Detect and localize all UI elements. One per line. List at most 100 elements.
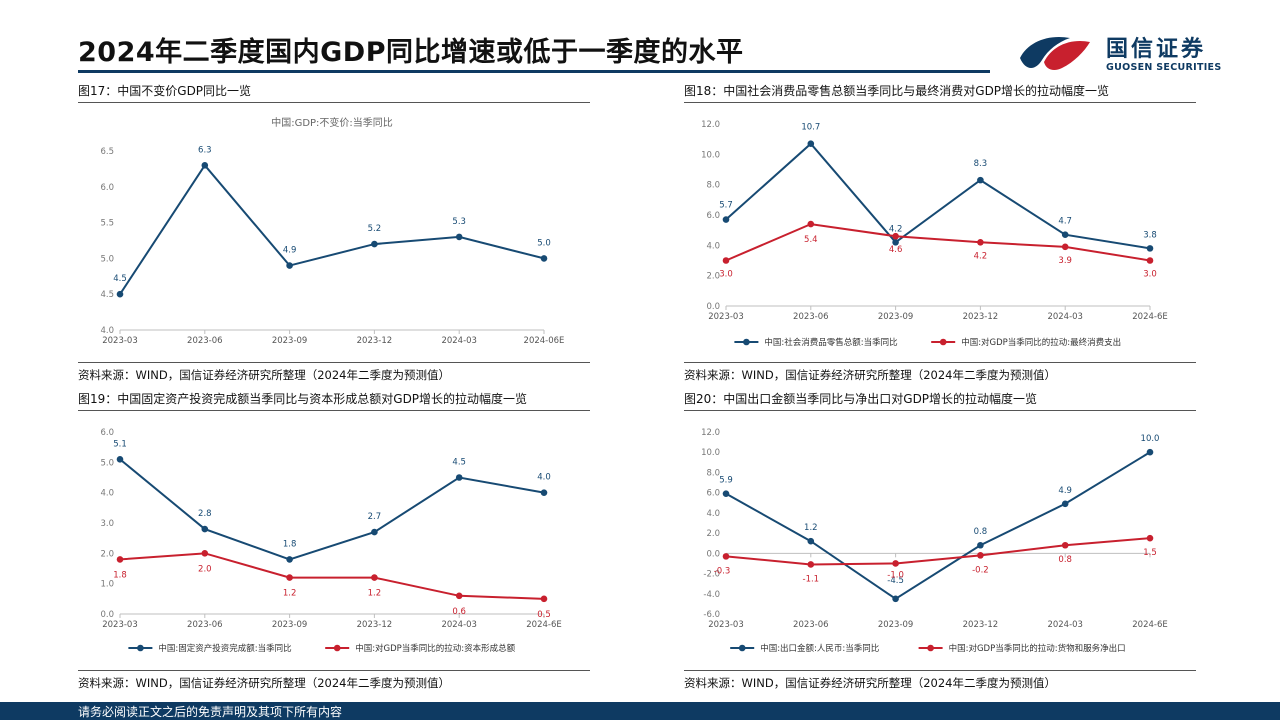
figure-18-panel: 图18：中国社会消费品零售总额当季同比与最终消费对GDP增长的拉动幅度一览 0.… (684, 82, 1196, 382)
data-label: 4.2 (974, 251, 988, 261)
data-label: 4.9 (283, 246, 297, 256)
consumption-line-chart: 0.0 2.0 4.0 6.0 8.0 10.0 12.0 2023-03 2023-06 202… (701, 120, 1168, 348)
data-point (977, 176, 984, 184)
data-point (892, 595, 899, 603)
data-label: 1.8 (283, 539, 297, 549)
data-point (455, 233, 463, 241)
series-line-2 (725, 537, 1151, 566)
legend-label: 中国:对GDP当季同比的拉动:最终消费支出 (961, 337, 1121, 348)
data-label: 0.6 (452, 607, 466, 617)
y-tick-label: 6.0 (100, 428, 114, 438)
x-tick-label: 2023-03 (102, 336, 138, 346)
data-label: 4.2 (889, 224, 903, 234)
data-label: 1.2 (804, 523, 818, 533)
data-label: -0.3 (714, 566, 731, 576)
figure-source: 资料来源：WIND，国信证券经济研究所整理（2024年二季度为预测值） (78, 368, 450, 382)
x-tick-label: 2024-6E (1132, 620, 1167, 630)
figure-title: 图17：中国不变价GDP同比一览 (78, 84, 252, 98)
y-tick-label: 0.0 (706, 302, 720, 312)
x-tick-label: 2023-06 (793, 312, 829, 322)
figure-title-rule (684, 102, 1196, 103)
y-tick-label: 8.0 (706, 468, 720, 478)
series-line-1 (725, 142, 1151, 250)
y-tick-label: 4.0 (100, 326, 114, 336)
data-point (1146, 257, 1154, 264)
legend-swatch-marker (738, 644, 746, 652)
y-tick-label: 5.0 (100, 254, 114, 264)
investment-line-chart: 0.0 1.0 2.0 3.0 4.0 5.0 6.0 2023-03 2023-06 2023-… (100, 428, 561, 654)
data-point (371, 574, 378, 581)
data-label: -0.2 (972, 565, 989, 575)
data-point (1146, 448, 1154, 456)
data-point (201, 550, 209, 557)
logo-name: 国信证券 (1106, 37, 1207, 62)
x-tick-label: 2023-09 (272, 620, 308, 630)
data-label: 5.3 (452, 217, 466, 227)
data-point (977, 239, 984, 246)
footer-disclaimer: 请务必阅读正文之后的免责声明及其项下所有内容 (78, 705, 343, 719)
legend-label: 中国:对GDP当季同比的拉动:资本形成总额 (355, 643, 515, 654)
page-title: 2024年二季度国内GDP同比增速或低于一季度的水平 (78, 37, 744, 68)
data-label: 5.9 (719, 476, 733, 486)
data-label: 5.1 (113, 439, 127, 449)
series-line-1 (119, 458, 545, 561)
x-tick-label: 2023-06 (187, 620, 223, 630)
series-line-2 (119, 552, 545, 600)
y-tick-label: 12.0 (701, 428, 720, 438)
data-label: 3.9 (1058, 256, 1072, 266)
data-label: 2.8 (198, 509, 212, 519)
figure-title-rule (78, 410, 590, 411)
data-label: 4.5 (113, 274, 127, 284)
x-tick-label: 2023-09 (878, 312, 914, 322)
legend-swatch-marker (137, 644, 144, 652)
y-tick-label: 8.0 (706, 181, 720, 191)
data-label: 1.8 (113, 570, 127, 580)
data-point (977, 552, 984, 559)
data-label: 0.5 (537, 610, 551, 620)
data-label: 2.0 (198, 564, 212, 574)
data-label: 5.4 (804, 235, 818, 245)
data-point (455, 592, 463, 600)
data-point (722, 490, 730, 497)
x-tick-label: 2023-03 (708, 312, 744, 322)
x-tick-label: 2023-03 (102, 620, 138, 630)
y-tick-label: 2.0 (100, 549, 114, 559)
data-point (286, 574, 293, 581)
data-point (977, 541, 984, 549)
guosen-logo-icon (1020, 36, 1090, 70)
data-point (722, 257, 730, 264)
data-point (286, 262, 293, 269)
figure-20-panel: 图20：中国出口金额当季同比与净出口对GDP增长的拉动幅度一览 -6.0 -4.0… (684, 390, 1196, 690)
data-point (1061, 500, 1069, 508)
y-tick-label: 6.0 (100, 183, 114, 193)
data-point (371, 528, 378, 536)
data-point (286, 556, 293, 563)
series-line-1 (119, 163, 545, 295)
data-label: 4.5 (452, 458, 466, 468)
source-rule (78, 362, 590, 363)
data-point (807, 561, 815, 568)
x-tick-label: 2023-12 (357, 620, 393, 630)
y-tick-label: 2.0 (706, 272, 720, 282)
x-tick-label: 2024-03 (1047, 620, 1083, 630)
figure-source: 资料来源：WIND，国信证券经济研究所整理（2024年二季度为预测值） (684, 368, 1056, 382)
data-label: 1.2 (368, 589, 382, 599)
x-tick-label: 2024-6E (1132, 312, 1167, 322)
data-point (722, 216, 730, 223)
y-tick-label: 0.0 (100, 610, 114, 620)
x-tick-label: 2023-12 (963, 312, 999, 322)
figure-title: 图18：中国社会消费品零售总额当季同比与最终消费对GDP增长的拉动幅度一览 (684, 84, 1110, 98)
data-label: 0.8 (1058, 555, 1072, 565)
data-point (807, 537, 815, 545)
data-label: 5.2 (368, 224, 382, 234)
data-point (1061, 231, 1069, 239)
y-tick-label: 10.0 (701, 150, 720, 160)
data-label: 3.8 (1143, 230, 1157, 240)
data-point (892, 239, 899, 246)
y-tick-label: 4.0 (100, 489, 114, 499)
data-label: -1.0 (887, 570, 904, 580)
data-label: 2.7 (368, 512, 382, 522)
data-label: 10.0 (1141, 434, 1160, 444)
source-rule (684, 362, 1196, 363)
y-tick-label: -2.0 (703, 570, 720, 580)
